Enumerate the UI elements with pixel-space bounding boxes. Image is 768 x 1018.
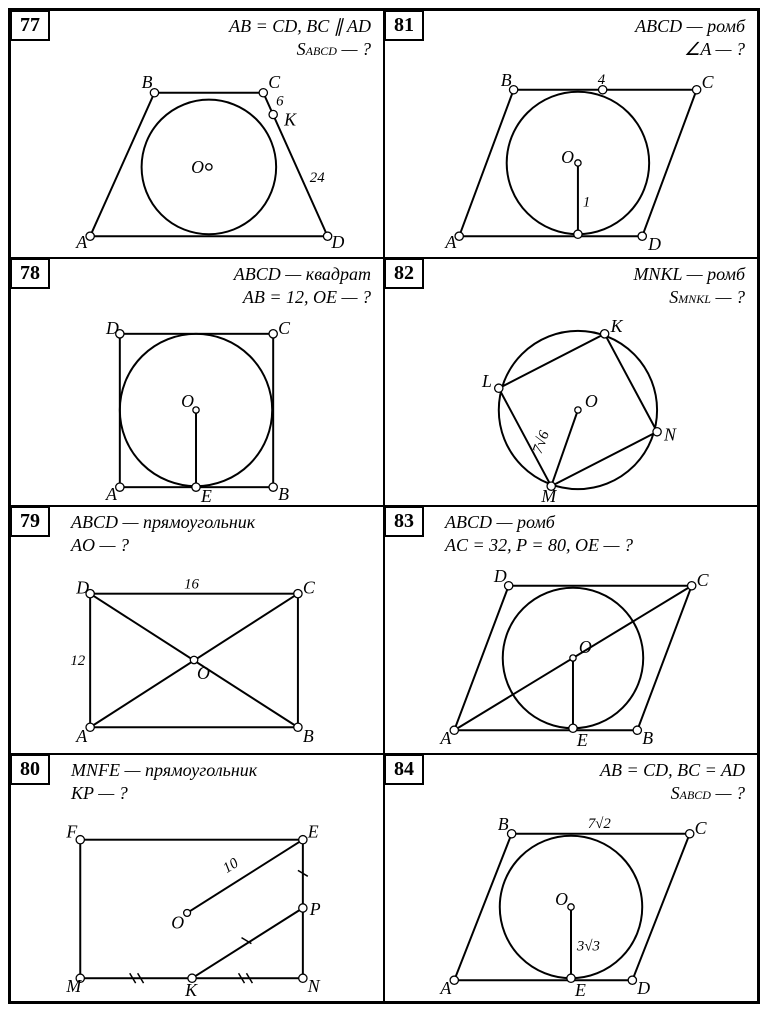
svg-text:D: D xyxy=(105,318,119,338)
svg-text:O: O xyxy=(585,391,598,411)
fig-82: M N K L O 7√6 xyxy=(385,315,757,505)
svg-text:C: C xyxy=(702,72,715,92)
given-79: ABCD — прямоугольникAO — ? xyxy=(71,511,371,556)
fig-80: M N E F O K P 10 xyxy=(11,811,383,1001)
svg-text:C: C xyxy=(697,570,710,590)
svg-text:N: N xyxy=(663,425,677,445)
num-77: 77 xyxy=(10,10,50,41)
svg-text:O: O xyxy=(191,157,204,177)
svg-text:A: A xyxy=(439,978,451,998)
svg-text:N: N xyxy=(307,976,321,996)
svg-text:D: D xyxy=(647,234,661,254)
svg-text:A: A xyxy=(439,728,451,748)
svg-text:O: O xyxy=(171,913,184,933)
num-80: 80 xyxy=(10,754,50,785)
svg-text:L: L xyxy=(481,371,492,391)
svg-text:E: E xyxy=(200,486,212,505)
given-82: MNKL — ромбSMNKL — ? xyxy=(445,263,745,308)
svg-text:O: O xyxy=(579,637,592,657)
svg-text:C: C xyxy=(268,72,281,92)
svg-text:D: D xyxy=(331,232,345,252)
svg-text:B: B xyxy=(303,726,314,746)
given-81: ABCD — ромб∠A — ? xyxy=(445,15,745,60)
given-78: ABCD — квадратAB = 12, OE — ? xyxy=(71,263,371,308)
svg-text:4: 4 xyxy=(598,72,606,88)
num-83: 83 xyxy=(384,506,424,537)
svg-text:O: O xyxy=(197,663,210,683)
cell-80: 80 MNFE — прямоугольникKP — ? M N xyxy=(10,754,384,1002)
fig-81: A B C D O 4 1 xyxy=(385,67,757,257)
fig-79: A B C D O 16 12 xyxy=(11,563,383,753)
svg-text:3√3: 3√3 xyxy=(576,939,600,955)
svg-text:E: E xyxy=(576,730,588,750)
svg-text:6: 6 xyxy=(276,94,284,110)
svg-text:K: K xyxy=(283,109,297,129)
svg-text:A: A xyxy=(75,232,87,252)
num-82: 82 xyxy=(384,258,424,289)
fig-84: A B C D O E 7√2 3√3 xyxy=(385,811,757,1001)
svg-text:M: M xyxy=(540,486,557,505)
svg-text:O: O xyxy=(561,147,574,167)
num-84: 84 xyxy=(384,754,424,785)
cell-79: 79 ABCD — прямоугольникAO — ? A B C D O … xyxy=(10,506,384,754)
cell-82: 82 MNKL — ромбSMNKL — ? M N K L O 7√6 xyxy=(384,258,758,506)
given-77: AB = CD, BC ∥ ADSABCD — ? xyxy=(71,15,371,60)
fig-77: A B C D O K 6 24 xyxy=(11,67,383,257)
num-79: 79 xyxy=(10,506,50,537)
svg-text:D: D xyxy=(75,578,89,598)
svg-text:B: B xyxy=(498,814,509,834)
fig-83: A B C D O E xyxy=(385,563,757,753)
svg-text:D: D xyxy=(493,566,507,586)
cell-83: 83 ABCD — ромбAC = 32, P = 80, OE — ? A … xyxy=(384,506,758,754)
svg-text:M: M xyxy=(65,976,82,996)
svg-text:B: B xyxy=(142,72,153,92)
svg-text:O: O xyxy=(181,391,194,411)
given-83: ABCD — ромбAC = 32, P = 80, OE — ? xyxy=(445,511,745,556)
svg-text:A: A xyxy=(105,484,117,504)
given-84: AB = CD, BC = ADSABCD — ? xyxy=(445,759,745,804)
cell-84: 84 AB = CD, BC = ADSABCD — ? A B C D O E… xyxy=(384,754,758,1002)
svg-text:C: C xyxy=(695,818,708,838)
svg-text:A: A xyxy=(444,232,456,252)
cell-81: 81 ABCD — ромб∠A — ? A B C D O 4 1 xyxy=(384,10,758,258)
svg-text:F: F xyxy=(65,822,78,842)
svg-text:24: 24 xyxy=(310,170,325,186)
svg-text:E: E xyxy=(574,980,586,1000)
svg-text:K: K xyxy=(610,316,624,336)
svg-text:C: C xyxy=(303,578,316,598)
svg-text:16: 16 xyxy=(184,577,199,593)
svg-text:7√6: 7√6 xyxy=(530,428,553,456)
svg-text:10: 10 xyxy=(220,855,242,877)
given-80: MNFE — прямоугольникKP — ? xyxy=(71,759,371,804)
svg-text:E: E xyxy=(307,822,319,842)
svg-text:12: 12 xyxy=(70,653,85,669)
svg-text:D: D xyxy=(636,978,650,998)
problem-grid: 77 AB = CD, BC ∥ ADSABCD — ? A B C D O K… xyxy=(8,8,760,1004)
svg-text:B: B xyxy=(642,728,653,748)
svg-text:7√2: 7√2 xyxy=(588,816,612,832)
svg-text:K: K xyxy=(184,980,198,1000)
svg-text:O: O xyxy=(555,889,568,909)
svg-text:B: B xyxy=(501,70,512,90)
num-78: 78 xyxy=(10,258,50,289)
cell-77: 77 AB = CD, BC ∥ ADSABCD — ? A B C D O K… xyxy=(10,10,384,258)
svg-text:C: C xyxy=(278,318,291,338)
num-81: 81 xyxy=(384,10,424,41)
svg-text:P: P xyxy=(309,899,321,919)
fig-78: A B C D O E xyxy=(11,315,383,505)
cell-78: 78 ABCD — квадратAB = 12, OE — ? A B C D… xyxy=(10,258,384,506)
svg-text:1: 1 xyxy=(583,195,590,211)
svg-text:A: A xyxy=(75,726,87,746)
svg-text:B: B xyxy=(278,484,289,504)
